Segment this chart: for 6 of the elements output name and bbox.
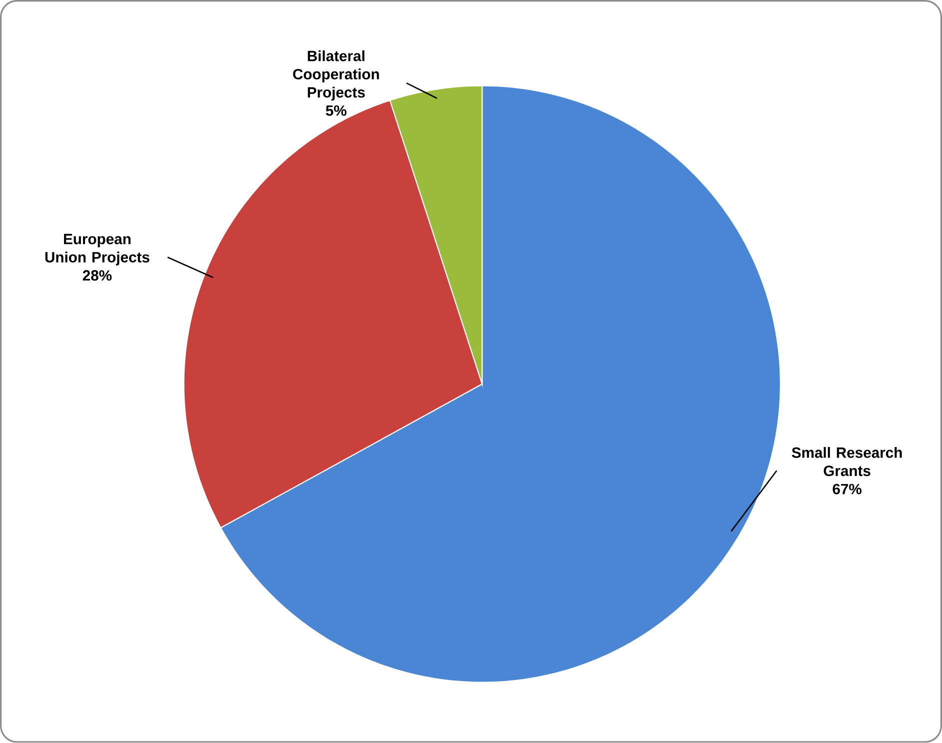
data-label: 5%	[326, 105, 346, 116]
slice-label: Bilateral Cooperation Projects	[293, 50, 379, 101]
slice-label: Small Research Grants	[792, 447, 902, 476]
data-label: 28%	[82, 270, 112, 281]
slice-label: European Union Projects	[45, 234, 150, 266]
data-label: 67%	[832, 484, 862, 494]
